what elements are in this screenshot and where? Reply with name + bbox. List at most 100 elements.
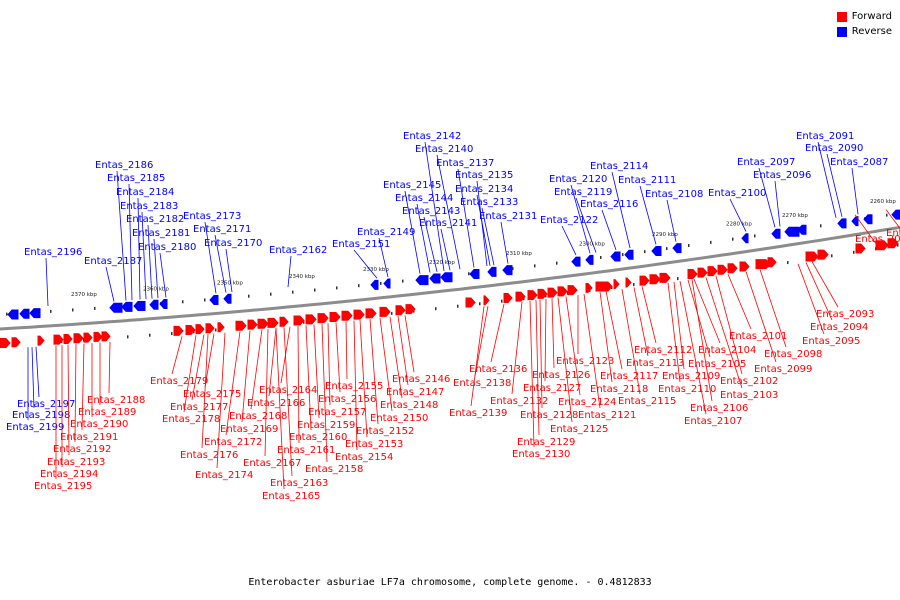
gene-leader-line — [529, 300, 535, 448]
forward-gene-arrow — [613, 279, 620, 290]
gene-leader-line — [171, 336, 183, 375]
forward-gene-arrow — [465, 297, 476, 308]
gene-leader-line — [116, 170, 127, 301]
forward-gene-arrow — [329, 311, 341, 322]
gene-leader-line — [583, 294, 601, 409]
forward-gene-arrow — [11, 337, 21, 348]
gene-leader-line — [159, 252, 167, 298]
gene-label: Entas_2095 — [802, 336, 860, 347]
gene-leader-line — [216, 332, 226, 469]
gene-leader-line — [191, 334, 205, 401]
gene-leader-line — [826, 153, 843, 217]
forward-gene-arrow — [727, 263, 738, 274]
forward-gene-arrow — [887, 238, 899, 249]
gene-label: Entas_2193 — [47, 457, 105, 468]
reverse-gene-arrow — [159, 299, 168, 310]
forward-gene-arrow — [649, 274, 661, 285]
gene-label: Entas_2182 — [126, 214, 184, 225]
gene-leader-line — [397, 315, 409, 386]
forward-gene-arrow — [53, 334, 64, 345]
gene-label: Entas_2197 — [17, 399, 75, 410]
scale-dot — [215, 328, 217, 332]
scale-dot — [710, 240, 712, 244]
gene-label: Entas_2097 — [737, 157, 795, 168]
forward-gene-arrow — [173, 325, 184, 336]
gene-leader-line — [275, 328, 285, 490]
gene-leader-line — [327, 323, 331, 406]
gene-label: Entas_2109 — [662, 371, 720, 382]
gene-leader-line — [715, 275, 743, 375]
forward-gene-arrow — [707, 266, 718, 277]
reverse-gene-arrow — [624, 249, 634, 260]
gene-label: Entas_2154 — [335, 452, 393, 463]
forward-gene-arrow — [625, 277, 632, 288]
gene-label: Entas_2171 — [193, 224, 251, 235]
gene-leader-line — [404, 190, 421, 274]
gene-leader-line — [353, 249, 378, 279]
tick-label: 2300 kbp — [579, 242, 605, 248]
scale-dot — [314, 288, 316, 292]
gene-label: Entas_2132 — [490, 396, 548, 407]
gene-label: Entas_2169 — [220, 424, 278, 435]
gene-leader-line — [457, 168, 475, 268]
gene-leader-line — [557, 297, 573, 423]
gene-label: Entas_2152 — [356, 426, 414, 437]
gene-label: Entas_2112 — [634, 345, 692, 356]
forward-gene-arrow — [353, 309, 365, 320]
gene-leader-line — [404, 315, 415, 373]
gene-leader-line — [280, 326, 291, 384]
reverse-gene-arrow — [370, 279, 379, 290]
legend-forward: Forward — [836, 9, 892, 24]
gene-label: Entas_2114 — [590, 161, 648, 172]
gene-leader-line — [268, 328, 277, 397]
forward-gene-arrow — [365, 308, 377, 319]
gene-leader-line — [673, 281, 685, 370]
gene-label: Entas_2138 — [453, 378, 511, 389]
gene-leader-line — [611, 171, 631, 249]
gene-label: Entas_2148 — [380, 400, 438, 411]
gene-leader-line — [241, 330, 251, 423]
gene-label: Entas_2144 — [395, 193, 453, 204]
reverse-gene-arrow — [29, 308, 41, 319]
gene-leader-line — [687, 279, 711, 358]
forward-gene-arrow — [739, 261, 750, 272]
forward-gene-arrow — [83, 332, 93, 343]
gene-label: Entas_2186 — [95, 160, 153, 171]
gene-label: Entas_2146 — [392, 374, 450, 385]
gene-label: Entas_2195 — [34, 481, 92, 492]
reverse-gene-arrow — [19, 308, 30, 319]
scale-dot — [677, 277, 679, 281]
forward-swatch — [836, 11, 847, 22]
reverse-gene-arrow — [133, 301, 146, 312]
tick-label: 2290 kbp — [652, 232, 678, 238]
gene-leader-line — [35, 346, 40, 398]
gene-leader-line — [621, 289, 641, 395]
gene-leader-line — [639, 185, 657, 245]
reverse-gene-arrow — [487, 266, 497, 277]
gene-label: Entas_2126 — [532, 370, 590, 381]
gene-leader-line — [105, 266, 115, 302]
scale-dot — [853, 250, 855, 254]
legend-reverse: Reverse — [836, 24, 892, 39]
gene-leader-line — [565, 296, 581, 396]
gene-label: Entas_2117 — [600, 371, 658, 382]
forward-gene-arrow — [37, 335, 45, 346]
gene-label: Entas_2150 — [370, 413, 428, 424]
forward-gene-arrow — [659, 272, 671, 283]
gene-label: Entas_2149 — [357, 227, 415, 238]
gene-label: Entas_2188 — [87, 395, 145, 406]
gene-leader-line — [287, 255, 292, 288]
reverse-gene-arrow — [429, 273, 441, 284]
scale-dot — [204, 298, 206, 302]
gene-label: Entas_2178 — [162, 414, 220, 425]
gene-label: Entas_2100 — [708, 188, 766, 199]
gene-leader-line — [539, 299, 543, 409]
gene-label: Entas_2135 — [455, 170, 513, 181]
scale-dot — [391, 311, 393, 315]
gene-leader-line — [745, 271, 777, 363]
gene-leader-line — [727, 274, 752, 330]
gene-leader-line — [153, 238, 159, 299]
gene-label: Entas_2123 — [556, 356, 614, 367]
gene-leader-line — [599, 291, 613, 383]
gene-label: Entas_2089 — [886, 228, 900, 239]
